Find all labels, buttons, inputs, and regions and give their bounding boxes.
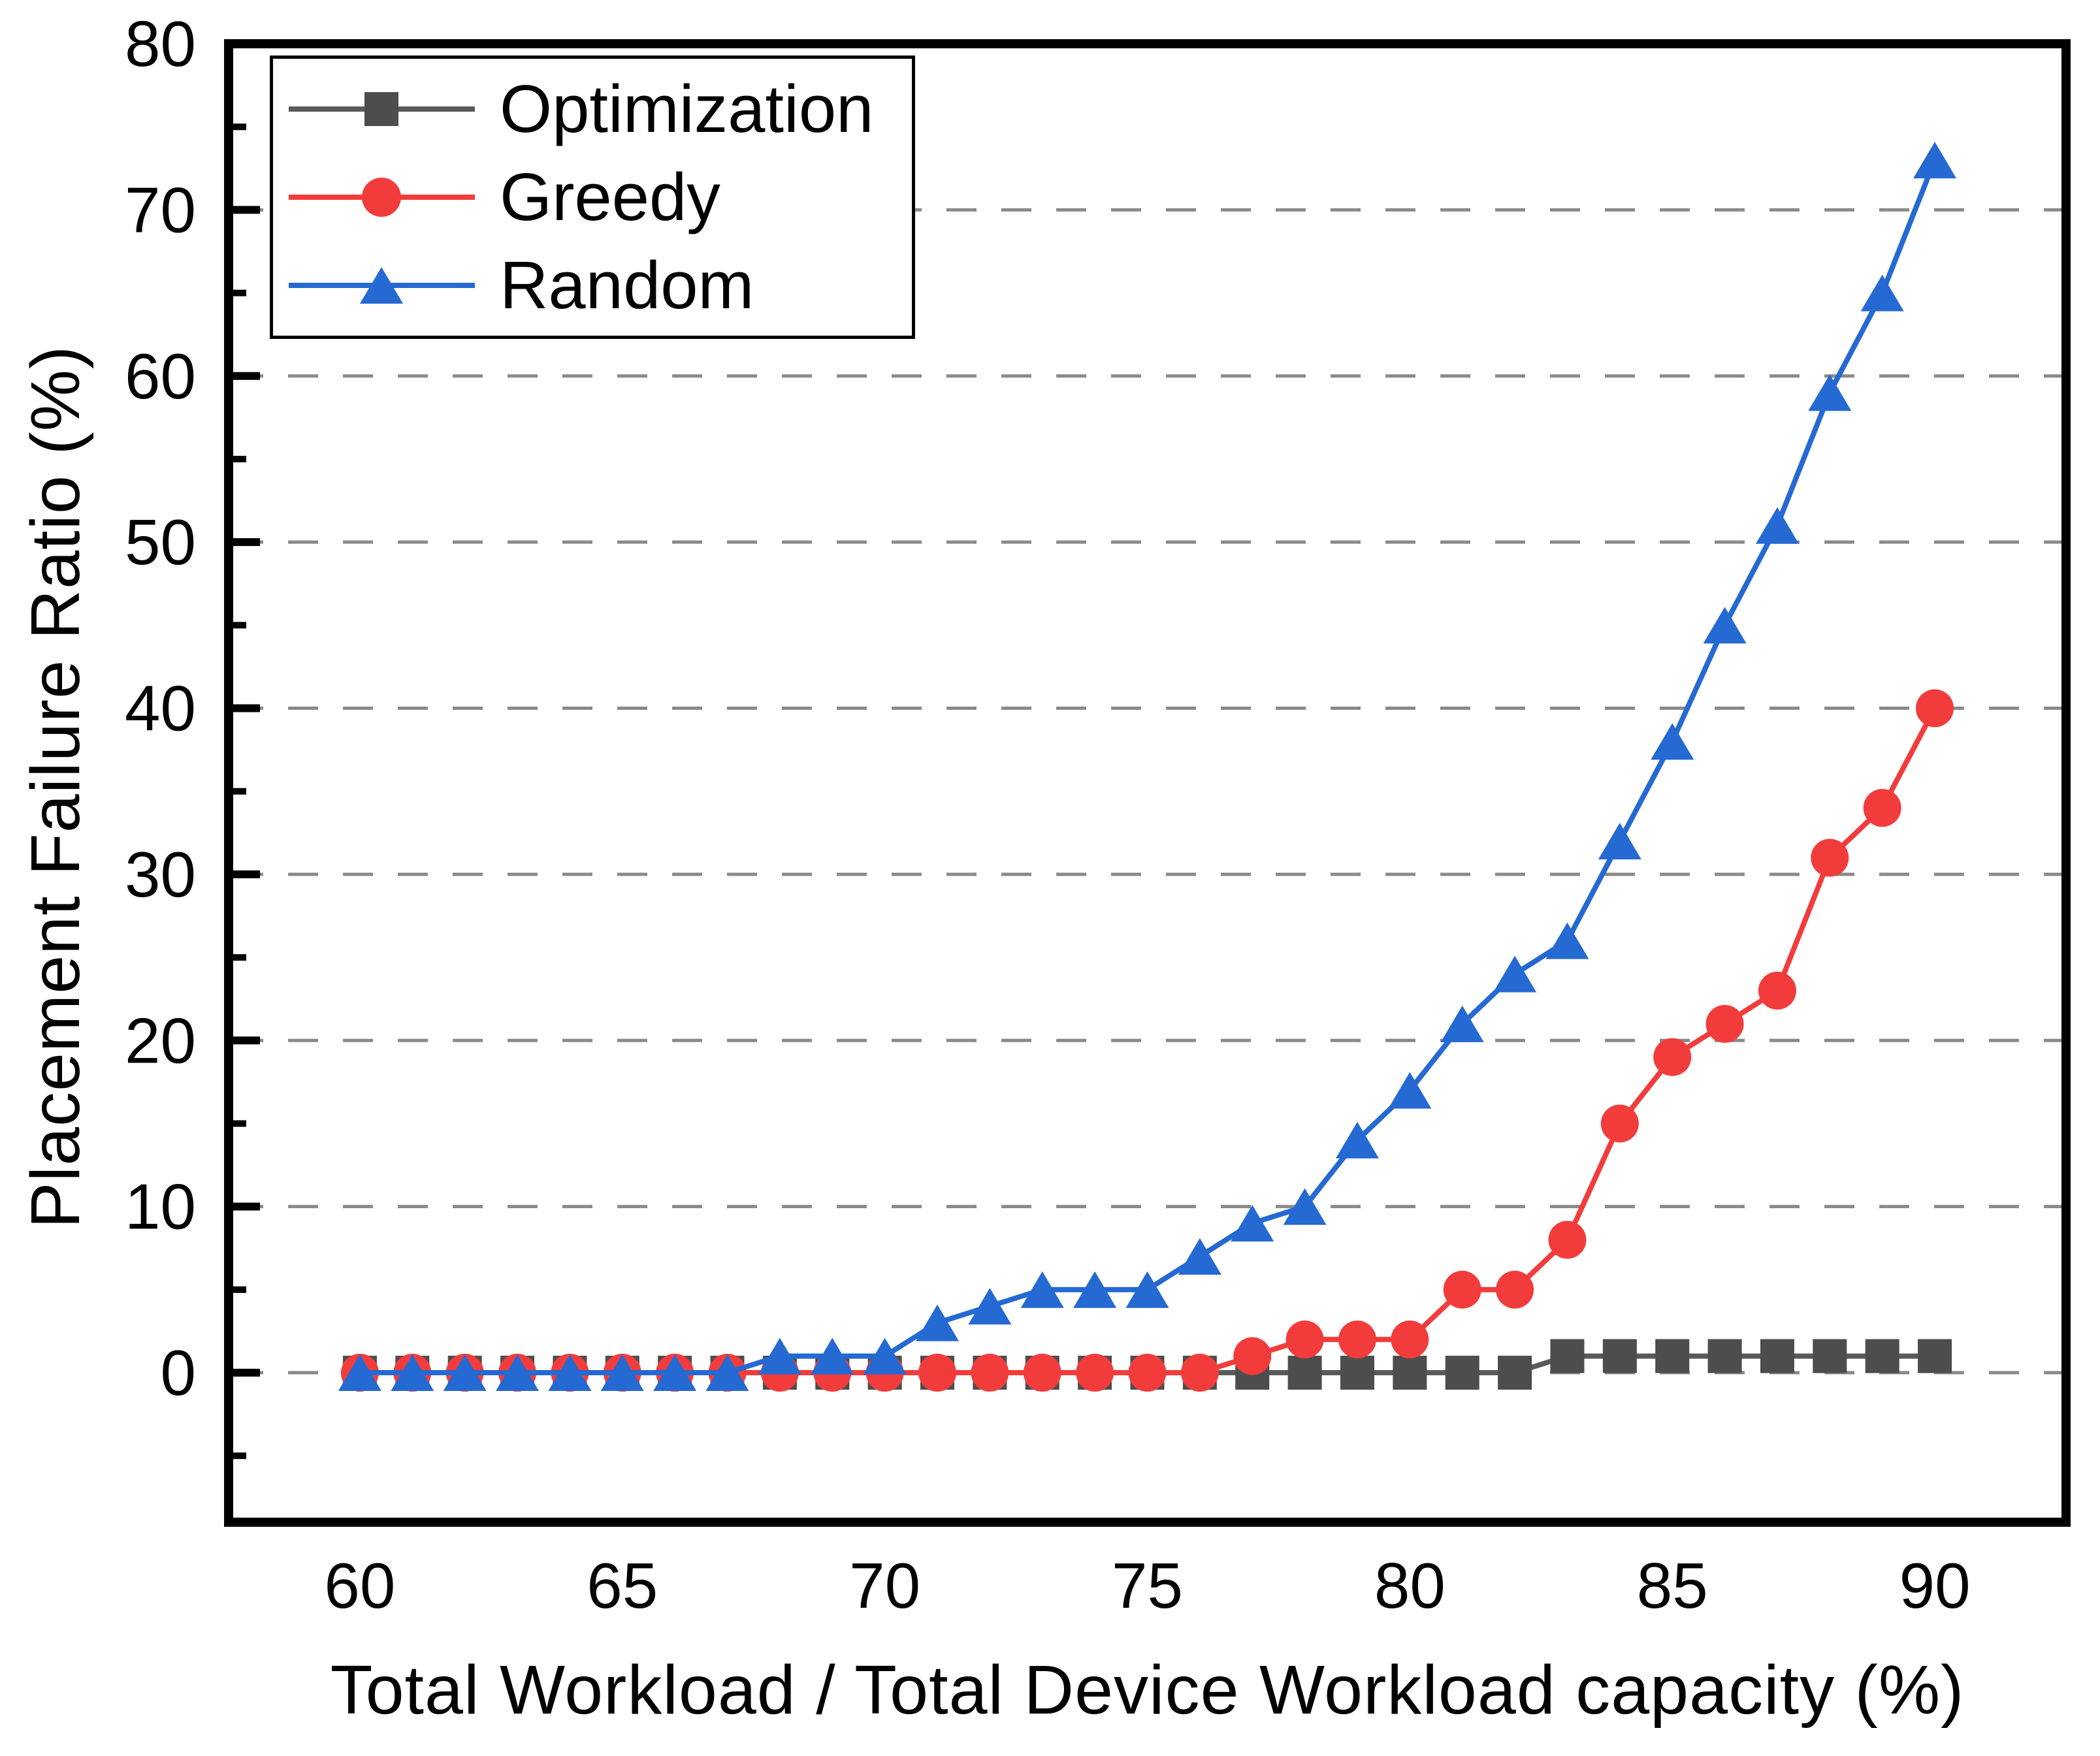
x-tick-label: 60 [324,1550,395,1621]
triangle-marker [443,1354,487,1392]
triangle-marker [600,1354,644,1392]
square-marker [1445,1356,1479,1390]
legend-label: Optimization [500,71,874,147]
y-axis-title: Placement Failure Ratio (%) [17,345,94,1229]
circle-marker [1023,1354,1061,1392]
triangle-marker [1020,1271,1064,1308]
square-marker [1393,1356,1427,1390]
circle-marker [918,1354,957,1392]
triangle-marker [1755,507,1799,544]
square-marker [1655,1339,1690,1373]
square-marker [1865,1339,1899,1373]
circle-marker [1548,1221,1587,1259]
triangle-marker [1335,1121,1379,1158]
triangle-marker [548,1354,592,1392]
legend-item-optimization: Optimization [273,67,912,152]
triangle-marker [1913,142,1957,179]
x-tick-label: 70 [849,1550,920,1621]
legend-label: Greedy [500,159,720,234]
circle-marker [1916,689,1954,727]
triangle-marker [1231,1205,1274,1242]
triangle-marker [1703,607,1747,644]
circle-marker [1758,971,1796,1010]
legend-item-greedy: Greedy [273,155,912,240]
circle-marker [1600,1104,1639,1143]
square-marker [1707,1339,1742,1373]
y-tick-label: 40 [125,673,196,744]
square-marker [1602,1339,1637,1373]
triangle-marker [705,1354,749,1392]
triangle-marker [916,1304,960,1341]
legend-triangle-sample-icon [289,266,475,304]
square-marker [1550,1339,1585,1373]
square-marker [1287,1356,1322,1390]
triangle-marker [1651,723,1694,760]
triangle-marker [1125,1271,1169,1308]
square-marker [1498,1356,1532,1390]
y-tick-label: 10 [125,1171,196,1243]
x-tick-label: 80 [1374,1550,1446,1621]
y-tick-label: 70 [125,174,196,246]
y-tick-label: 50 [125,506,196,578]
triangle-marker [1178,1237,1221,1275]
triangle-marker [496,1354,540,1392]
triangle-marker [1545,922,1589,959]
square-marker [1918,1339,1952,1373]
x-tick-label: 75 [1112,1550,1183,1621]
circle-marker [1180,1354,1219,1392]
circle-marker [1076,1354,1114,1392]
triangle-marker [968,1288,1012,1325]
circle-marker [971,1354,1009,1392]
circle-marker [1128,1354,1167,1392]
square-marker [1760,1339,1794,1373]
triangle-marker [1283,1188,1327,1225]
triangle-marker [1493,955,1537,993]
x-tick-label: 85 [1637,1550,1708,1621]
triangle-marker [811,1337,854,1375]
legend-circle-sample-icon [289,177,475,217]
triangle-marker [1808,374,1852,411]
triangle-marker [653,1354,697,1392]
y-tick-label: 0 [160,1337,196,1409]
circle-marker [1443,1270,1481,1309]
triangle-marker [1860,274,1904,311]
circle-marker [1338,1320,1376,1359]
legend-square-sample-icon [289,92,475,127]
triangle-marker [1388,1072,1432,1109]
circle-marker [1811,838,1849,877]
y-tick-label: 30 [125,838,196,910]
triangle-marker [758,1337,801,1375]
x-axis-title: Total Workload / Total Device Workload c… [330,1652,1965,1729]
circle-marker [1863,789,1901,827]
legend: Optimization Greedy Random [270,56,915,339]
triangle-marker [338,1354,381,1392]
circle-marker [1496,1270,1534,1309]
y-tick-label: 80 [125,8,196,80]
circle-marker [1705,1004,1744,1043]
triangle-marker [863,1337,907,1375]
triangle-marker [1073,1271,1117,1308]
triangle-marker [1440,1005,1484,1042]
circle-marker [1285,1320,1324,1359]
series-line-random [359,159,1937,1376]
x-tick-label: 65 [587,1550,658,1621]
circle-marker [1391,1320,1429,1359]
y-tick-label: 20 [125,1004,196,1076]
y-tick-label: 60 [125,340,196,412]
legend-item-random: Random [273,243,912,328]
square-marker [1340,1356,1374,1390]
triangle-marker [391,1354,434,1392]
circle-marker [1233,1337,1272,1375]
circle-marker [1653,1038,1692,1076]
x-tick-label: 90 [1899,1550,1971,1621]
legend-label: Random [500,247,754,323]
square-marker [1813,1339,1847,1373]
plot-frame [224,39,2071,1527]
triangle-marker [1598,823,1641,860]
